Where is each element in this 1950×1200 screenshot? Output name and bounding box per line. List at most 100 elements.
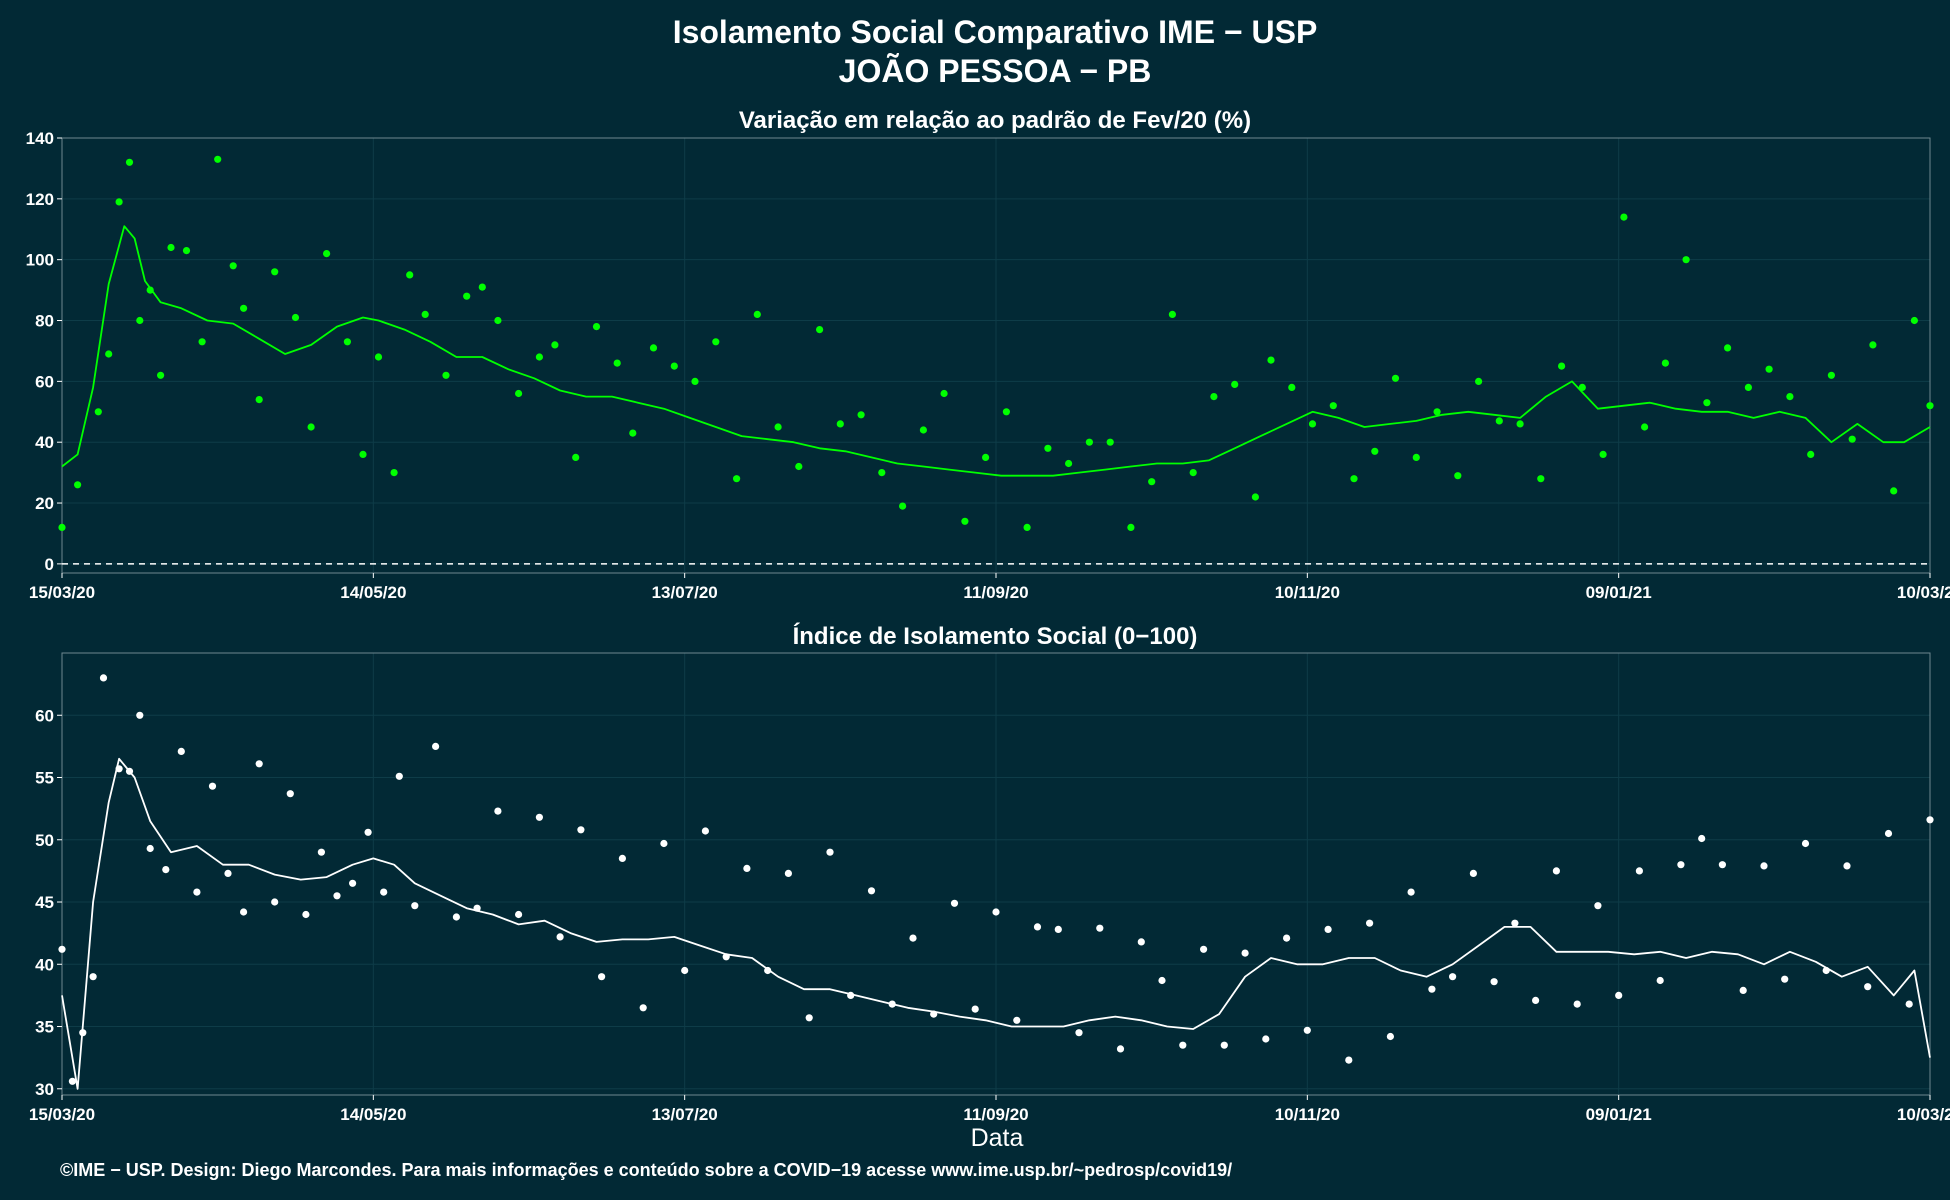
top-data-point xyxy=(535,353,544,361)
top-data-point xyxy=(795,462,803,471)
top-data-point xyxy=(1065,459,1073,468)
bottom-y-tick-label-5: 55 xyxy=(35,769,54,788)
bottom-data-point xyxy=(58,945,66,953)
bottom-data-point xyxy=(208,782,217,790)
bottom-data-point xyxy=(1469,869,1477,878)
top-data-point xyxy=(1827,371,1835,379)
top-data-point xyxy=(1350,475,1358,483)
top-data-point xyxy=(229,262,237,270)
bottom-data-point xyxy=(826,848,834,856)
top-data-point xyxy=(1251,493,1259,501)
top-data-point xyxy=(1890,487,1898,495)
bottom-data-point xyxy=(1013,1016,1021,1024)
bottom-moving-average-line xyxy=(61,757,1931,1090)
bottom-data-point xyxy=(701,827,710,835)
top-data-point xyxy=(1371,447,1379,455)
bottom-data-point xyxy=(364,828,372,836)
top-data-point xyxy=(691,377,699,385)
top-data-point xyxy=(255,396,263,404)
bottom-y-tick-label-2: 40 xyxy=(35,955,54,974)
bottom-data-point xyxy=(1677,861,1685,869)
top-data-point xyxy=(1516,420,1524,428)
top-data-point xyxy=(961,517,969,525)
top-data-point xyxy=(572,453,580,461)
bottom-x-tick-label-5: 09/01/21 xyxy=(1586,1105,1652,1124)
bottom-data-point xyxy=(1718,861,1726,869)
bottom-x-tick-label-0: 15/03/20 xyxy=(29,1105,95,1124)
top-data-point xyxy=(343,338,351,346)
top-y-tick-label-2: 40 xyxy=(35,433,54,452)
top-data-point xyxy=(1308,420,1317,428)
top-data-point xyxy=(1106,438,1114,446)
top-data-point xyxy=(1848,435,1856,443)
top-data-point xyxy=(753,310,761,318)
top-data-point xyxy=(1391,374,1400,382)
bottom-data-point xyxy=(136,711,144,719)
bottom-data-point xyxy=(452,913,460,921)
top-data-point xyxy=(816,326,824,334)
bottom-data-point xyxy=(909,934,917,942)
top-data-point xyxy=(1475,377,1483,385)
top-data-point xyxy=(390,469,398,477)
bottom-data-point xyxy=(1781,975,1789,983)
bottom-data-point xyxy=(286,790,294,798)
bottom-data-point xyxy=(1884,829,1893,838)
bottom-data-point xyxy=(177,747,185,756)
bottom-y-tick-label-1: 35 xyxy=(35,1018,54,1037)
top-data-point xyxy=(515,389,523,398)
bottom-data-point xyxy=(380,888,388,896)
bottom-data-point xyxy=(805,1014,813,1022)
top-data-point xyxy=(1807,450,1815,458)
bottom-data-point xyxy=(89,973,97,981)
bottom-data-point xyxy=(1594,902,1602,910)
bottom-data-point xyxy=(950,899,959,907)
top-data-point xyxy=(1537,475,1545,483)
bottom-panel: 30 35 40 45 50 55 60 15/03/20 14/05/20 13/07/20 11… xyxy=(29,652,1950,1124)
bottom-data-point xyxy=(1158,976,1166,985)
bottom-data-point xyxy=(681,966,689,975)
top-data-point xyxy=(1023,523,1031,532)
top-data-point xyxy=(774,423,782,431)
top-panel-title: Variação em relação ao padrão de Fev/20 … xyxy=(739,107,1251,134)
top-data-point xyxy=(374,353,383,361)
top-data-point xyxy=(74,481,82,489)
top-data-point xyxy=(1765,365,1773,373)
top-y-tick-label-5: 100 xyxy=(26,251,54,270)
top-data-point xyxy=(592,323,601,331)
top-data-point xyxy=(899,502,907,510)
bottom-x-tick-label-6: 10/03/21 xyxy=(1897,1105,1950,1124)
top-data-point xyxy=(878,469,886,477)
top-data-point xyxy=(649,344,658,352)
top-data-point xyxy=(1869,341,1877,349)
top-data-point xyxy=(1267,356,1275,364)
bottom-data-point xyxy=(1490,978,1498,986)
bottom-data-point xyxy=(1449,973,1457,981)
bottom-data-point xyxy=(240,908,248,916)
top-data-point xyxy=(1661,359,1669,367)
bottom-data-point xyxy=(1116,1045,1125,1053)
top-data-point xyxy=(1495,417,1503,425)
bottom-data-point xyxy=(1262,1035,1270,1043)
top-x-tick-label-1: 14/05/20 xyxy=(340,583,406,602)
bottom-data-point xyxy=(743,864,751,873)
top-data-point xyxy=(1786,393,1794,401)
bottom-x-tick-label-2: 13/07/20 xyxy=(652,1105,718,1124)
bottom-data-point xyxy=(1656,976,1664,985)
bottom-x-tick-label-3: 11/09/20 xyxy=(963,1105,1028,1124)
x-axis-label: Data xyxy=(971,1124,1024,1152)
top-data-point xyxy=(1724,344,1732,352)
bottom-data-point xyxy=(1428,985,1436,993)
bottom-y-tick-label-3: 45 xyxy=(35,893,54,912)
top-data-point xyxy=(1558,362,1566,370)
top-data-point xyxy=(323,250,331,258)
bottom-data-point xyxy=(1864,983,1872,991)
bottom-data-point xyxy=(1075,1029,1083,1037)
top-panel: 0 20 40 60 80 100 120 140 15/03/20 14/05/20 13/07/… xyxy=(26,129,1950,602)
top-data-point xyxy=(1148,478,1156,486)
top-data-point xyxy=(105,350,113,358)
bottom-data-point xyxy=(1698,834,1706,843)
bottom-data-point xyxy=(411,902,419,910)
bottom-data-point xyxy=(660,839,668,848)
